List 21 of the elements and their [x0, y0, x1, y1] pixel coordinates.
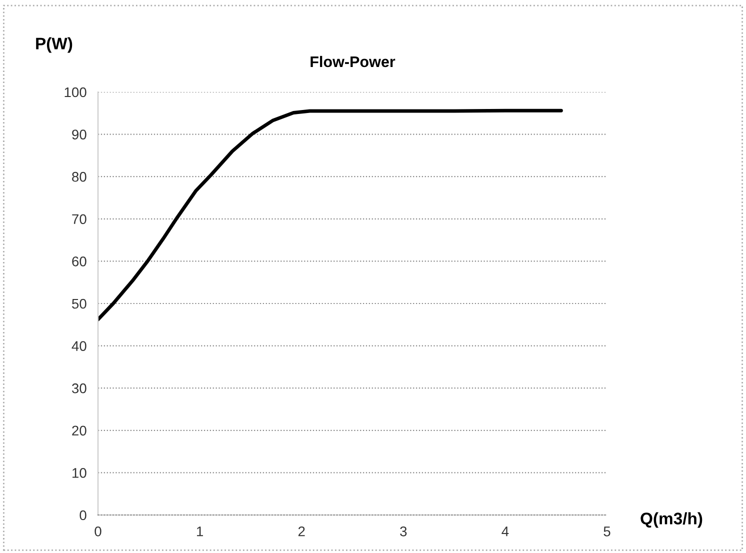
chart-title: Flow-Power: [310, 56, 396, 68]
x-tick-label: 5: [604, 526, 610, 536]
y-tick-label: 0: [80, 510, 86, 520]
y-tick-label: 70: [72, 214, 86, 224]
y-tick-label: 40: [72, 341, 86, 351]
x-tick-label: 3: [400, 526, 407, 536]
y-tick-label: 90: [72, 130, 86, 140]
y-tick-label: 20: [72, 426, 86, 436]
y-tick-label: 80: [72, 172, 86, 182]
y-tick-label: 60: [72, 256, 86, 266]
x-tick-label: 0: [94, 526, 102, 536]
x-tick-label: 4: [502, 526, 509, 536]
x-axis-title: Q(m3/h): [640, 512, 702, 528]
x-tick-label: 2: [298, 526, 305, 536]
x-tick-label: 1: [196, 526, 203, 536]
y-tick-label: 10: [72, 468, 86, 478]
y-tick-label: 50: [72, 298, 86, 309]
y-tick-label: 30: [72, 383, 86, 394]
y-tick-label: 100: [64, 87, 86, 98]
y-axis-title: P(W): [36, 37, 72, 53]
line-series: [98, 108, 563, 322]
